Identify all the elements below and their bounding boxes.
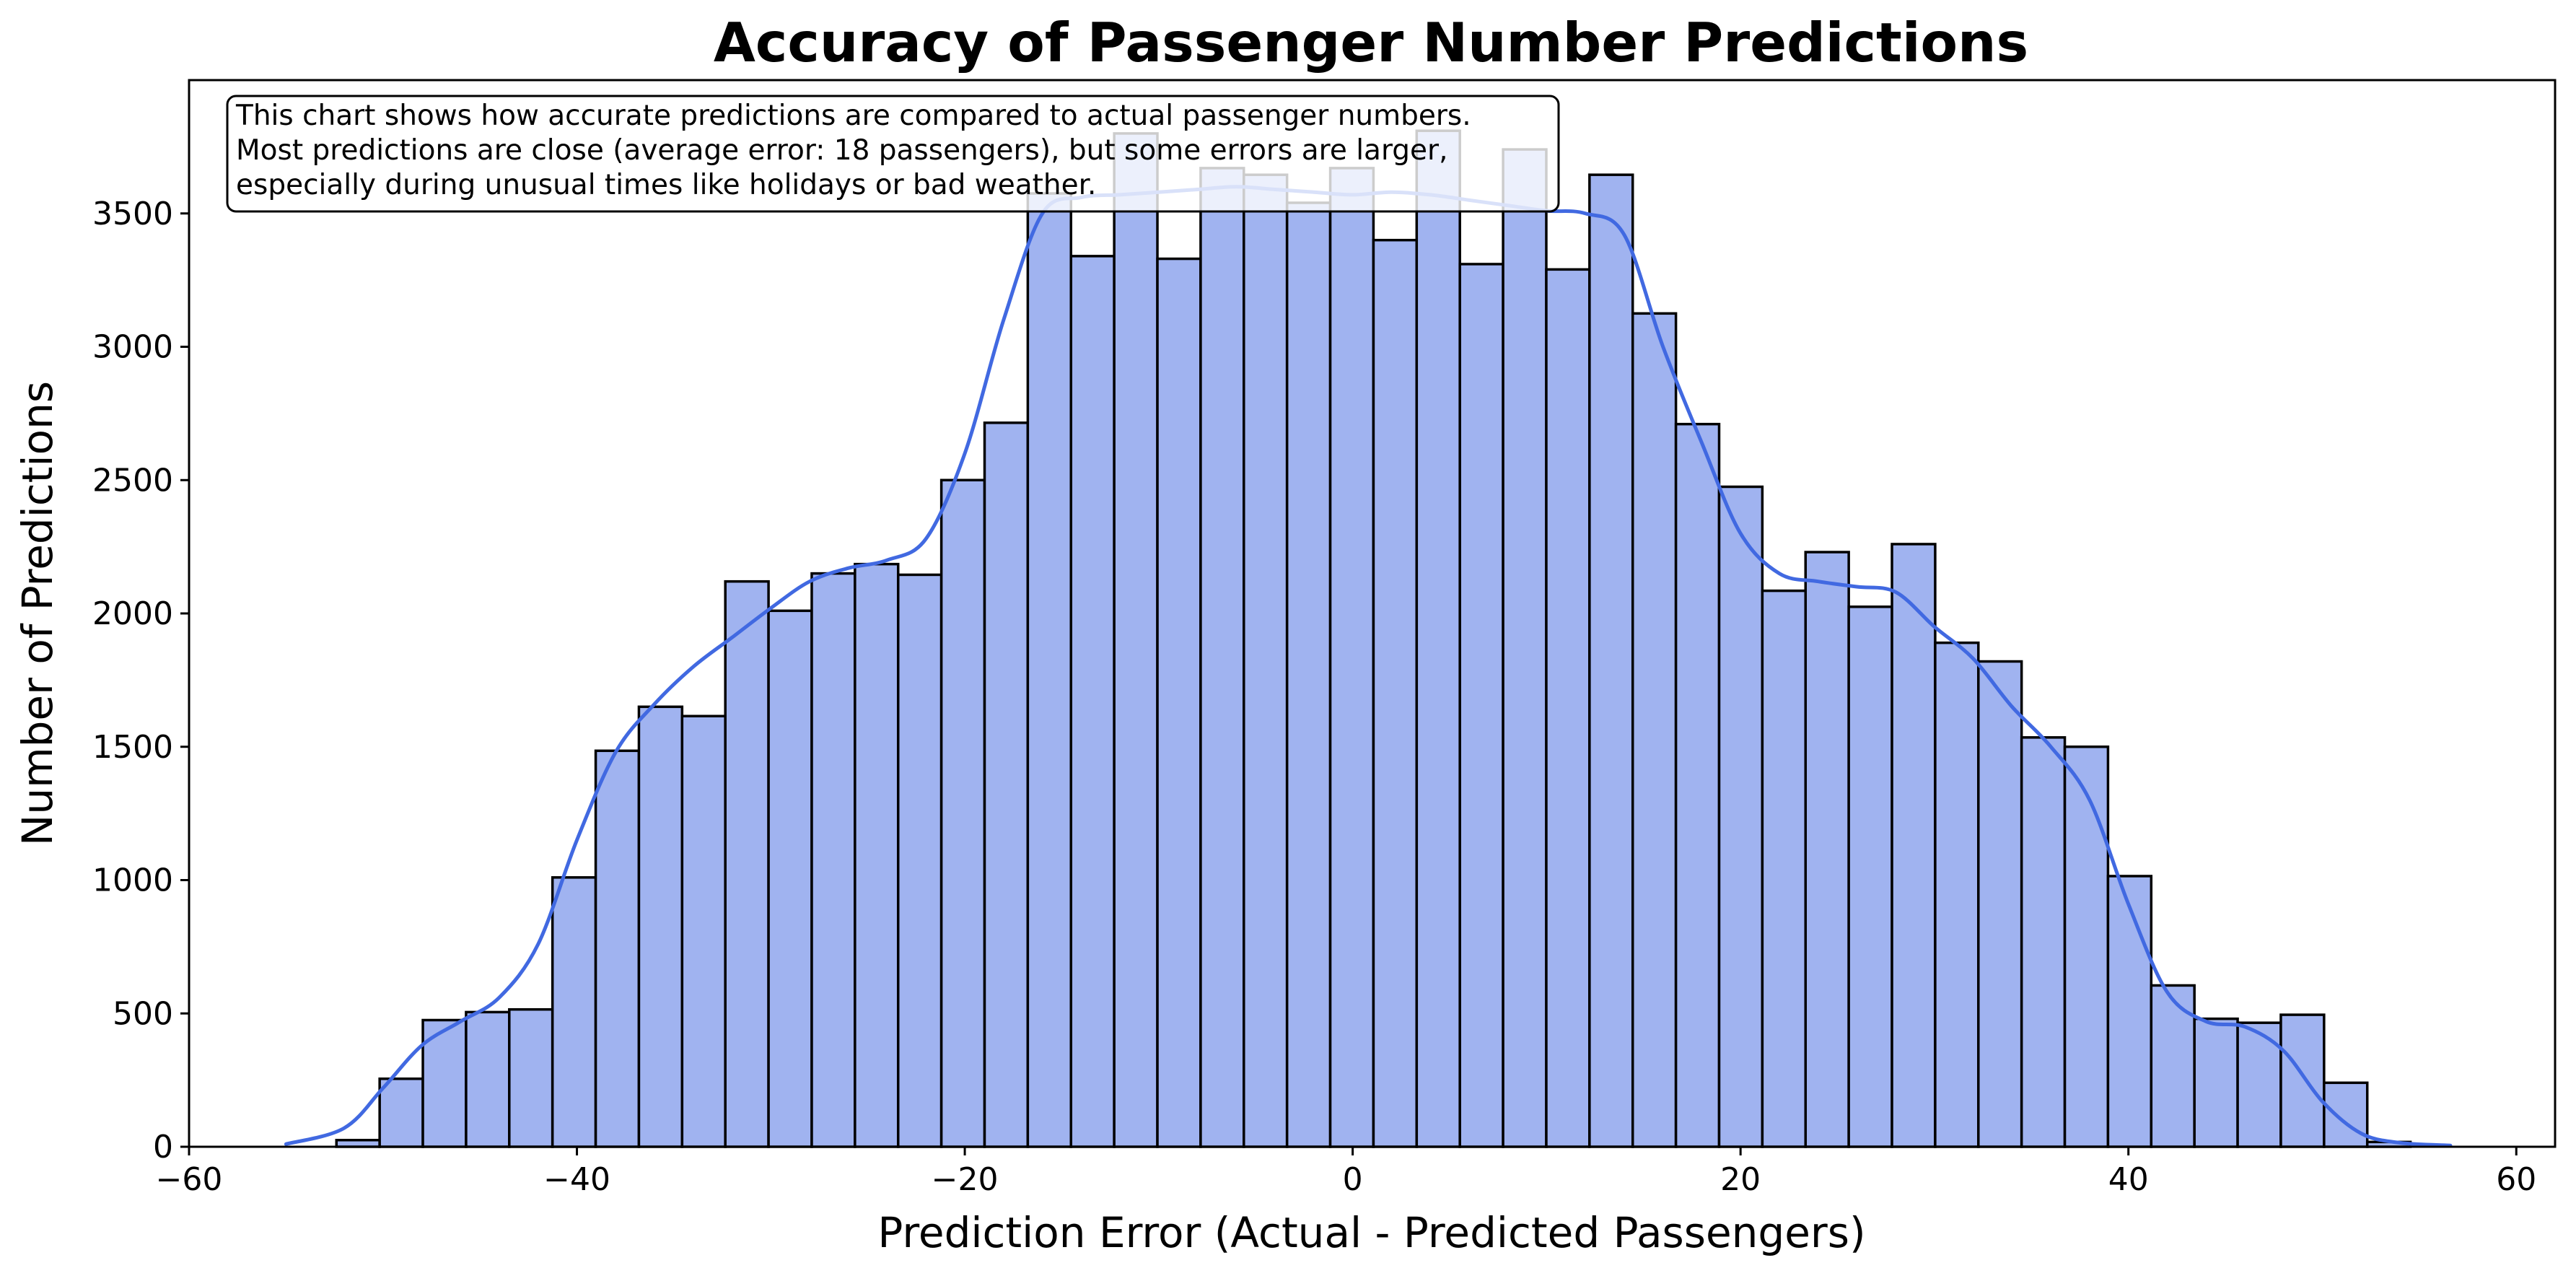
histogram-bar (983, 421, 1030, 1148)
histogram-bar (1545, 268, 1591, 1148)
annotation-line-1: This chart shows how accurate prediction… (235, 100, 1471, 132)
x-tick-label: −20 (932, 1161, 999, 1198)
histogram-bar (1372, 238, 1419, 1148)
x-tick-label: −40 (543, 1161, 610, 1198)
histogram-bar (724, 580, 770, 1148)
histogram-bar (1977, 660, 2023, 1148)
histogram-bar (2150, 984, 2196, 1148)
histogram-bar (1113, 132, 1159, 1148)
histogram-bar (1199, 167, 1245, 1148)
histogram-bar (939, 478, 986, 1148)
x-tick-label: 60 (2496, 1161, 2536, 1198)
histogram-bar (2279, 1013, 2326, 1148)
histogram-bar (1761, 589, 1808, 1148)
annotation-line-3: especially during unusual times like hol… (236, 169, 1096, 201)
axes-layer: −60 −40 −20 0 20 40 60 0 500 1000 1500 2000 2500 3000… (92, 196, 2536, 1198)
histogram-bar (551, 876, 597, 1148)
histogram-bar (2063, 746, 2110, 1148)
x-tick-label: −60 (156, 1161, 223, 1198)
histogram-bar (1804, 551, 1850, 1148)
y-axis-label: Number of Predictions (13, 381, 62, 846)
annotation-box: This chart shows how accurate prediction… (226, 95, 1560, 213)
histogram-bar (2106, 875, 2153, 1148)
x-tick-label: 20 (1720, 1161, 1761, 1198)
histogram-bar (1631, 312, 1678, 1148)
x-tick-label: 0 (1343, 1161, 1363, 1198)
annotation-background (226, 95, 1560, 213)
histogram-bar (1026, 192, 1073, 1148)
histogram-bar (1328, 167, 1375, 1148)
y-tick-label: 1000 (92, 862, 173, 899)
histogram-bar (1069, 255, 1116, 1148)
histogram-bar (1891, 543, 1937, 1148)
histogram-bar (508, 1007, 554, 1148)
histogram-bar (1934, 641, 1980, 1148)
histogram-bar (1243, 173, 1289, 1148)
histogram-bar (465, 1010, 511, 1148)
histogram-bar (810, 572, 857, 1148)
y-tick-label: 500 (113, 995, 173, 1032)
histogram-bar (1285, 201, 1332, 1148)
histogram-bar (1458, 263, 1504, 1148)
histogram-bar (1717, 485, 1764, 1148)
histogram-bar (1156, 257, 1202, 1148)
histogram-bar (854, 562, 900, 1148)
y-tick-label: 0 (153, 1129, 173, 1166)
x-axis-label: Prediction Error (Actual - Predicted Pas… (877, 1208, 1865, 1257)
histogram-bar (1847, 605, 1893, 1148)
histogram-bar (378, 1077, 424, 1148)
histogram-bar (2323, 1081, 2369, 1148)
histogram-bar (2020, 736, 2067, 1148)
histogram-bar (637, 705, 684, 1148)
chart-title: Accuracy of Passenger Number Predictions (714, 11, 2028, 74)
histogram-bar (594, 749, 641, 1148)
y-tick-label: 1500 (92, 729, 173, 766)
x-tick-label: 40 (2108, 1161, 2149, 1198)
histogram-bar (1674, 422, 1721, 1148)
histogram-bar (767, 609, 813, 1148)
histogram-bar (1502, 148, 1548, 1148)
histogram-bar (2193, 1017, 2239, 1148)
histogram-bar (896, 573, 943, 1148)
y-tick-label: 2000 (92, 595, 173, 632)
y-tick-label: 3000 (92, 329, 173, 366)
y-tick-label: 3500 (92, 196, 173, 232)
histogram-bar (1588, 173, 1634, 1148)
histogram-bar (1415, 129, 1461, 1148)
y-tick-label: 2500 (92, 462, 173, 499)
histogram-bar (680, 714, 727, 1148)
annotation-line-2: Most predictions are close (average erro… (236, 134, 1447, 167)
